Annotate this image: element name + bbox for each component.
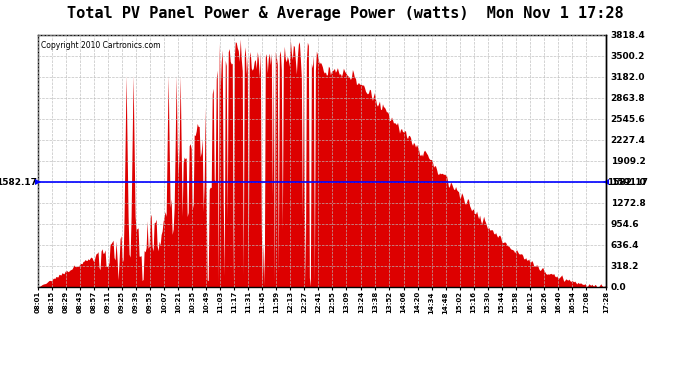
Text: Total PV Panel Power & Average Power (watts)  Mon Nov 1 17:28: Total PV Panel Power & Average Power (wa… (67, 6, 623, 21)
Text: 1582.17: 1582.17 (0, 178, 37, 187)
Text: Copyright 2010 Cartronics.com: Copyright 2010 Cartronics.com (41, 41, 160, 50)
Text: 1582.17: 1582.17 (607, 178, 648, 187)
